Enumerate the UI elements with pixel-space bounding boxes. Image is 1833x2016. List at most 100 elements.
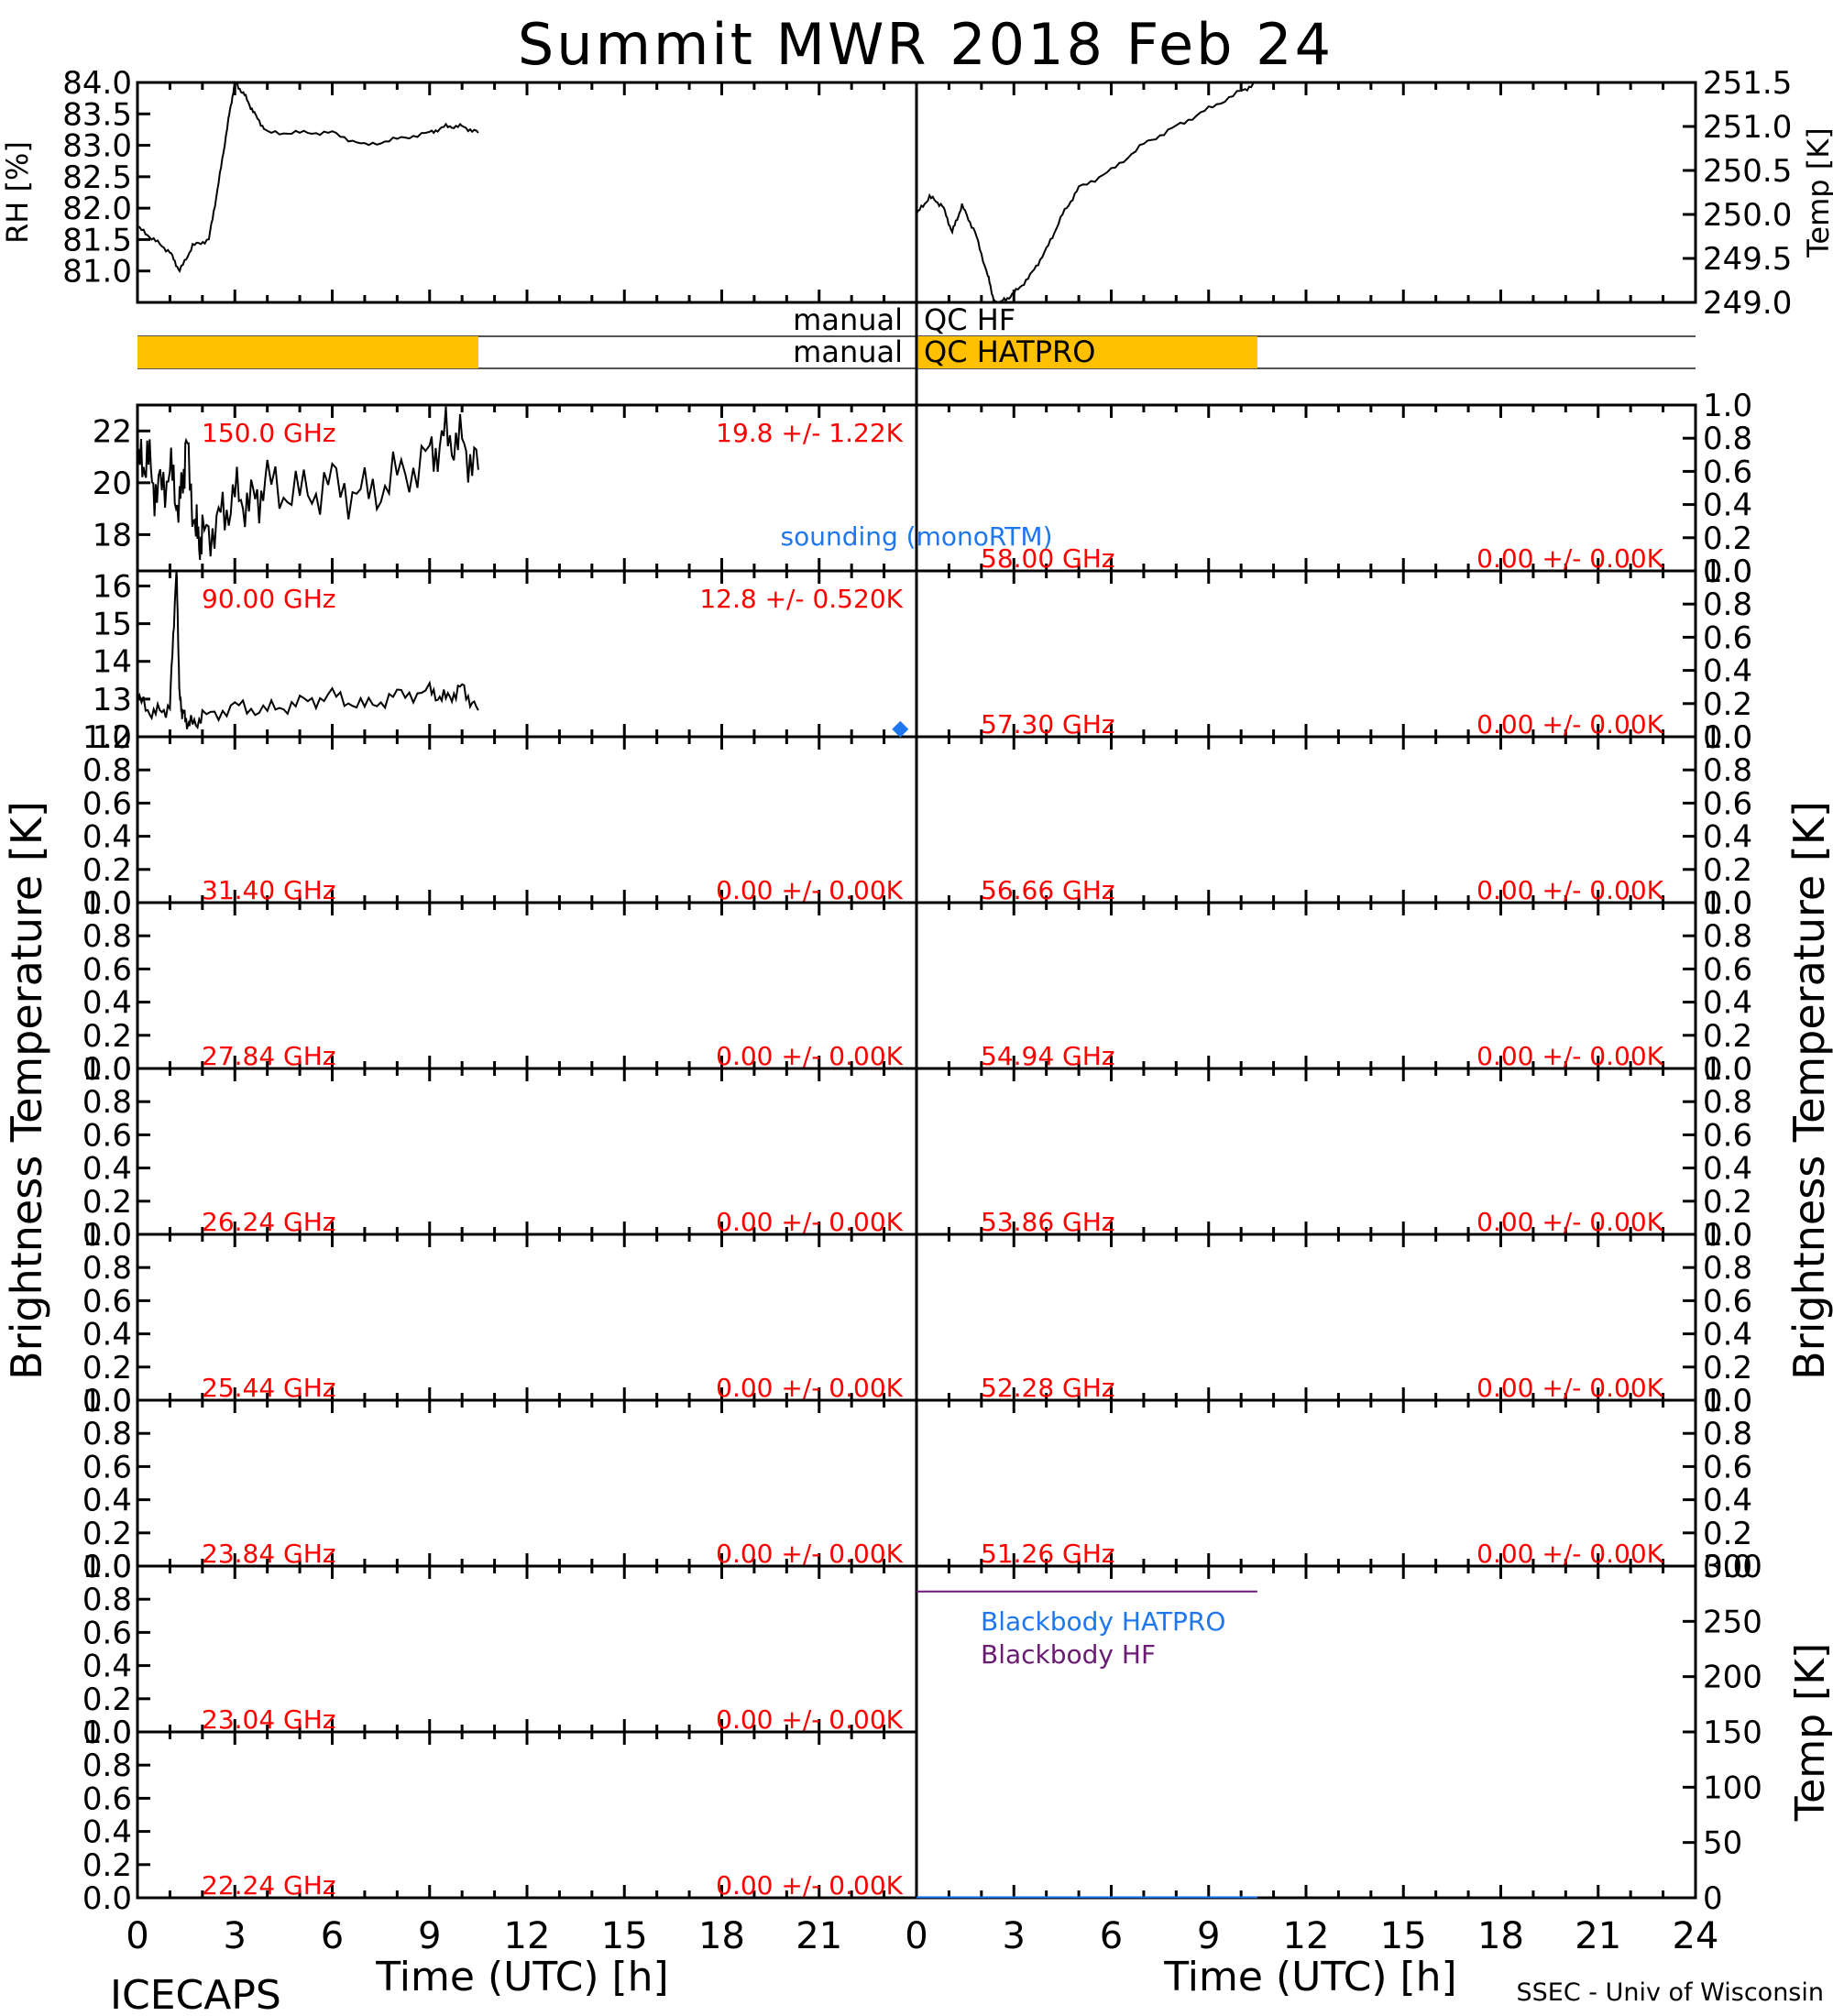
tb-57-30-stat-label: 0.00 +/- 0.00K xyxy=(1476,709,1663,740)
x-tick-label-right: 21 xyxy=(1575,1915,1621,1957)
tb-31-40-stat-label: 0.00 +/- 0.00K xyxy=(716,875,903,905)
x-axis-label-right: Time (UTC) [h] xyxy=(1163,1954,1456,2000)
tb-22-24-ytick-label: 0.6 xyxy=(82,1780,132,1817)
tb-58-00-ytick-label: 0.6 xyxy=(1703,454,1752,490)
qc-row-name: QC HATPRO xyxy=(924,334,1095,369)
tb-31-40-ytick-label: 0.4 xyxy=(82,819,132,856)
tb-31-40-ytick-label: 1.0 xyxy=(82,719,132,756)
x-tick-label-left: 6 xyxy=(321,1915,344,1957)
tb-23-84-ytick-label: 0.2 xyxy=(82,1516,132,1552)
tb-53-86-ytick-label: 0.0 xyxy=(1703,1217,1752,1254)
tb-52-28-ytick-label: 0.2 xyxy=(1703,1350,1752,1386)
tb-25-44-ytick-label: 0.0 xyxy=(82,1383,132,1419)
tb-27-84-ytick-label: 1.0 xyxy=(82,885,132,922)
tb-58-00-freq-label: 58.00 GHz xyxy=(981,543,1115,574)
tb-58-00-ytick-label: 0.0 xyxy=(1703,553,1752,590)
tb-54-94-ytick-label: 0.8 xyxy=(1703,918,1752,955)
temp-ytick-label: 250.0 xyxy=(1703,197,1792,234)
tb-58-00-ytick-label: 0.8 xyxy=(1703,421,1752,457)
tb-53-86-ytick-label: 0.2 xyxy=(1703,1184,1752,1221)
tb-31-40-ytick-label: 0.8 xyxy=(82,752,132,789)
tb-90-ytick-label: 16 xyxy=(93,568,132,605)
blackbody-ytick-label: 50 xyxy=(1703,1825,1742,1862)
rh-ytick-label: 82.0 xyxy=(62,191,132,227)
footer-ssec: SSEC - Univ of Wisconsin xyxy=(1517,1978,1824,2007)
x-tick-label-right: 9 xyxy=(1197,1915,1220,1957)
tb-23-84-ytick-label: 0.0 xyxy=(82,1549,132,1585)
tb-56-66-ytick-label: 0.2 xyxy=(1703,852,1752,889)
x-tick-label-left: 18 xyxy=(698,1915,745,1957)
tb-31-40-ytick-label: 0.2 xyxy=(82,852,132,889)
blackbody-ytick-label: 200 xyxy=(1703,1660,1762,1696)
temp-ytick-label: 250.5 xyxy=(1703,153,1792,190)
tb-51-26-ytick-label: 0.8 xyxy=(1703,1416,1752,1452)
tb-23-84-freq-label: 23.84 GHz xyxy=(202,1539,336,1569)
tb-150-series-line xyxy=(137,406,479,561)
tb-53-86-freq-label: 53.86 GHz xyxy=(981,1207,1115,1237)
rh-ytick-label: 83.0 xyxy=(62,128,132,165)
tb-23-84-ytick-label: 0.8 xyxy=(82,1416,132,1452)
tb-51-26-ytick-label: 0.4 xyxy=(1703,1483,1752,1519)
qc-row-label: manual xyxy=(793,334,903,369)
tb-51-26-ytick-label: 1.0 xyxy=(1703,1383,1752,1419)
tb-56-66-ytick-label: 0.8 xyxy=(1703,752,1752,789)
tb-22-24-ytick-label: 0.8 xyxy=(82,1748,132,1784)
plot-area: 81.081.582.082.583.083.584.0 249.0 249.5 25… xyxy=(0,65,1833,1957)
temp-ytick-label: 251.5 xyxy=(1703,65,1792,102)
x-tick-label-left: 12 xyxy=(504,1915,551,1957)
tb-27-84-ytick-label: 0.0 xyxy=(82,1051,132,1088)
x-tick-label-left: 3 xyxy=(224,1915,247,1957)
tb-23-04-ytick-label: 0.0 xyxy=(82,1715,132,1751)
tb-53-86-ytick-label: 0.4 xyxy=(1703,1151,1752,1188)
tb-52-28-ytick-label: 1.0 xyxy=(1703,1217,1752,1254)
figure-title: Summit MWR 2018 Feb 24 xyxy=(518,11,1334,78)
qc-flag-bar-hf xyxy=(137,336,478,368)
tb-23-04-freq-label: 23.04 GHz xyxy=(202,1704,336,1735)
sounding-label: sounding (monoRTM) xyxy=(781,521,1053,552)
tb-53-86-ytick-label: 1.0 xyxy=(1703,1051,1752,1088)
sounding-marker xyxy=(892,720,909,738)
tb-56-66-stat-label: 0.00 +/- 0.00K xyxy=(1476,875,1663,905)
tb-150-freq-label: 150.0 GHz xyxy=(202,418,336,448)
left-y-axis-label: Brightness Temperature [K] xyxy=(2,801,51,1380)
tb-57-30-ytick-label: 0.4 xyxy=(1703,653,1752,690)
rh-ytick-label: 84.0 xyxy=(62,65,132,102)
tb-26-24-ytick-label: 1.0 xyxy=(82,1051,132,1088)
x-tick-label-left: 21 xyxy=(796,1915,842,1957)
temp-axis-label: Temp [K] xyxy=(1801,127,1833,257)
tb-57-30-ytick-label: 0.0 xyxy=(1703,719,1752,756)
tb-26-24-stat-label: 0.00 +/- 0.00K xyxy=(716,1207,903,1237)
tb-27-84-stat-label: 0.00 +/- 0.00K xyxy=(716,1041,903,1071)
tb-31-40-freq-label: 31.40 GHz xyxy=(202,875,336,905)
tb-23-84-stat-label: 0.00 +/- 0.00K xyxy=(716,1539,903,1569)
tb-58-00-ytick-label: 0.4 xyxy=(1703,488,1752,524)
blackbody-ytick-label: 250 xyxy=(1703,1604,1762,1640)
tb-52-28-stat-label: 0.00 +/- 0.00K xyxy=(1476,1373,1663,1403)
tb-56-66-ytick-label: 0.0 xyxy=(1703,885,1752,922)
rh-ytick-label: 81.5 xyxy=(62,222,132,258)
tb-26-24-ytick-label: 0.6 xyxy=(82,1117,132,1154)
blackbody-ytick-label: 0 xyxy=(1703,1880,1723,1917)
tb-27-84-ytick-label: 0.8 xyxy=(82,918,132,955)
blackbody-ytick-label: 300 xyxy=(1703,1549,1762,1585)
tb-90-ytick-label: 13 xyxy=(93,682,132,718)
temp-series-line xyxy=(916,82,1257,303)
tb-51-26-freq-label: 51.26 GHz xyxy=(981,1539,1115,1569)
rh-ytick-label: 83.5 xyxy=(62,96,132,133)
tb-51-26-ytick-label: 0.0 xyxy=(1703,1549,1752,1585)
tb-23-04-stat-label: 0.00 +/- 0.00K xyxy=(716,1704,903,1735)
tb-23-04-ytick-label: 0.2 xyxy=(82,1682,132,1718)
tb-22-24-ytick-label: 0.4 xyxy=(82,1814,132,1851)
blackbody-legend-entry: Blackbody HF xyxy=(981,1639,1156,1670)
footer-icecaps: ICECAPS xyxy=(110,1972,281,2016)
tb-22-24-ytick-label: 0.0 xyxy=(82,1880,132,1917)
tb-51-26-stat-label: 0.00 +/- 0.00K xyxy=(1476,1539,1663,1569)
tb-57-30-ytick-label: 1.0 xyxy=(1703,553,1752,590)
tb-58-00-stat-label: 0.00 +/- 0.00K xyxy=(1476,543,1663,574)
tb-51-26-ytick-label: 0.6 xyxy=(1703,1449,1752,1485)
tb-52-28-ytick-label: 0.0 xyxy=(1703,1383,1752,1419)
tb-25-44-freq-label: 25.44 GHz xyxy=(202,1373,336,1403)
tb-54-94-ytick-label: 0.4 xyxy=(1703,985,1752,1022)
tb-52-28-ytick-label: 0.6 xyxy=(1703,1283,1752,1320)
